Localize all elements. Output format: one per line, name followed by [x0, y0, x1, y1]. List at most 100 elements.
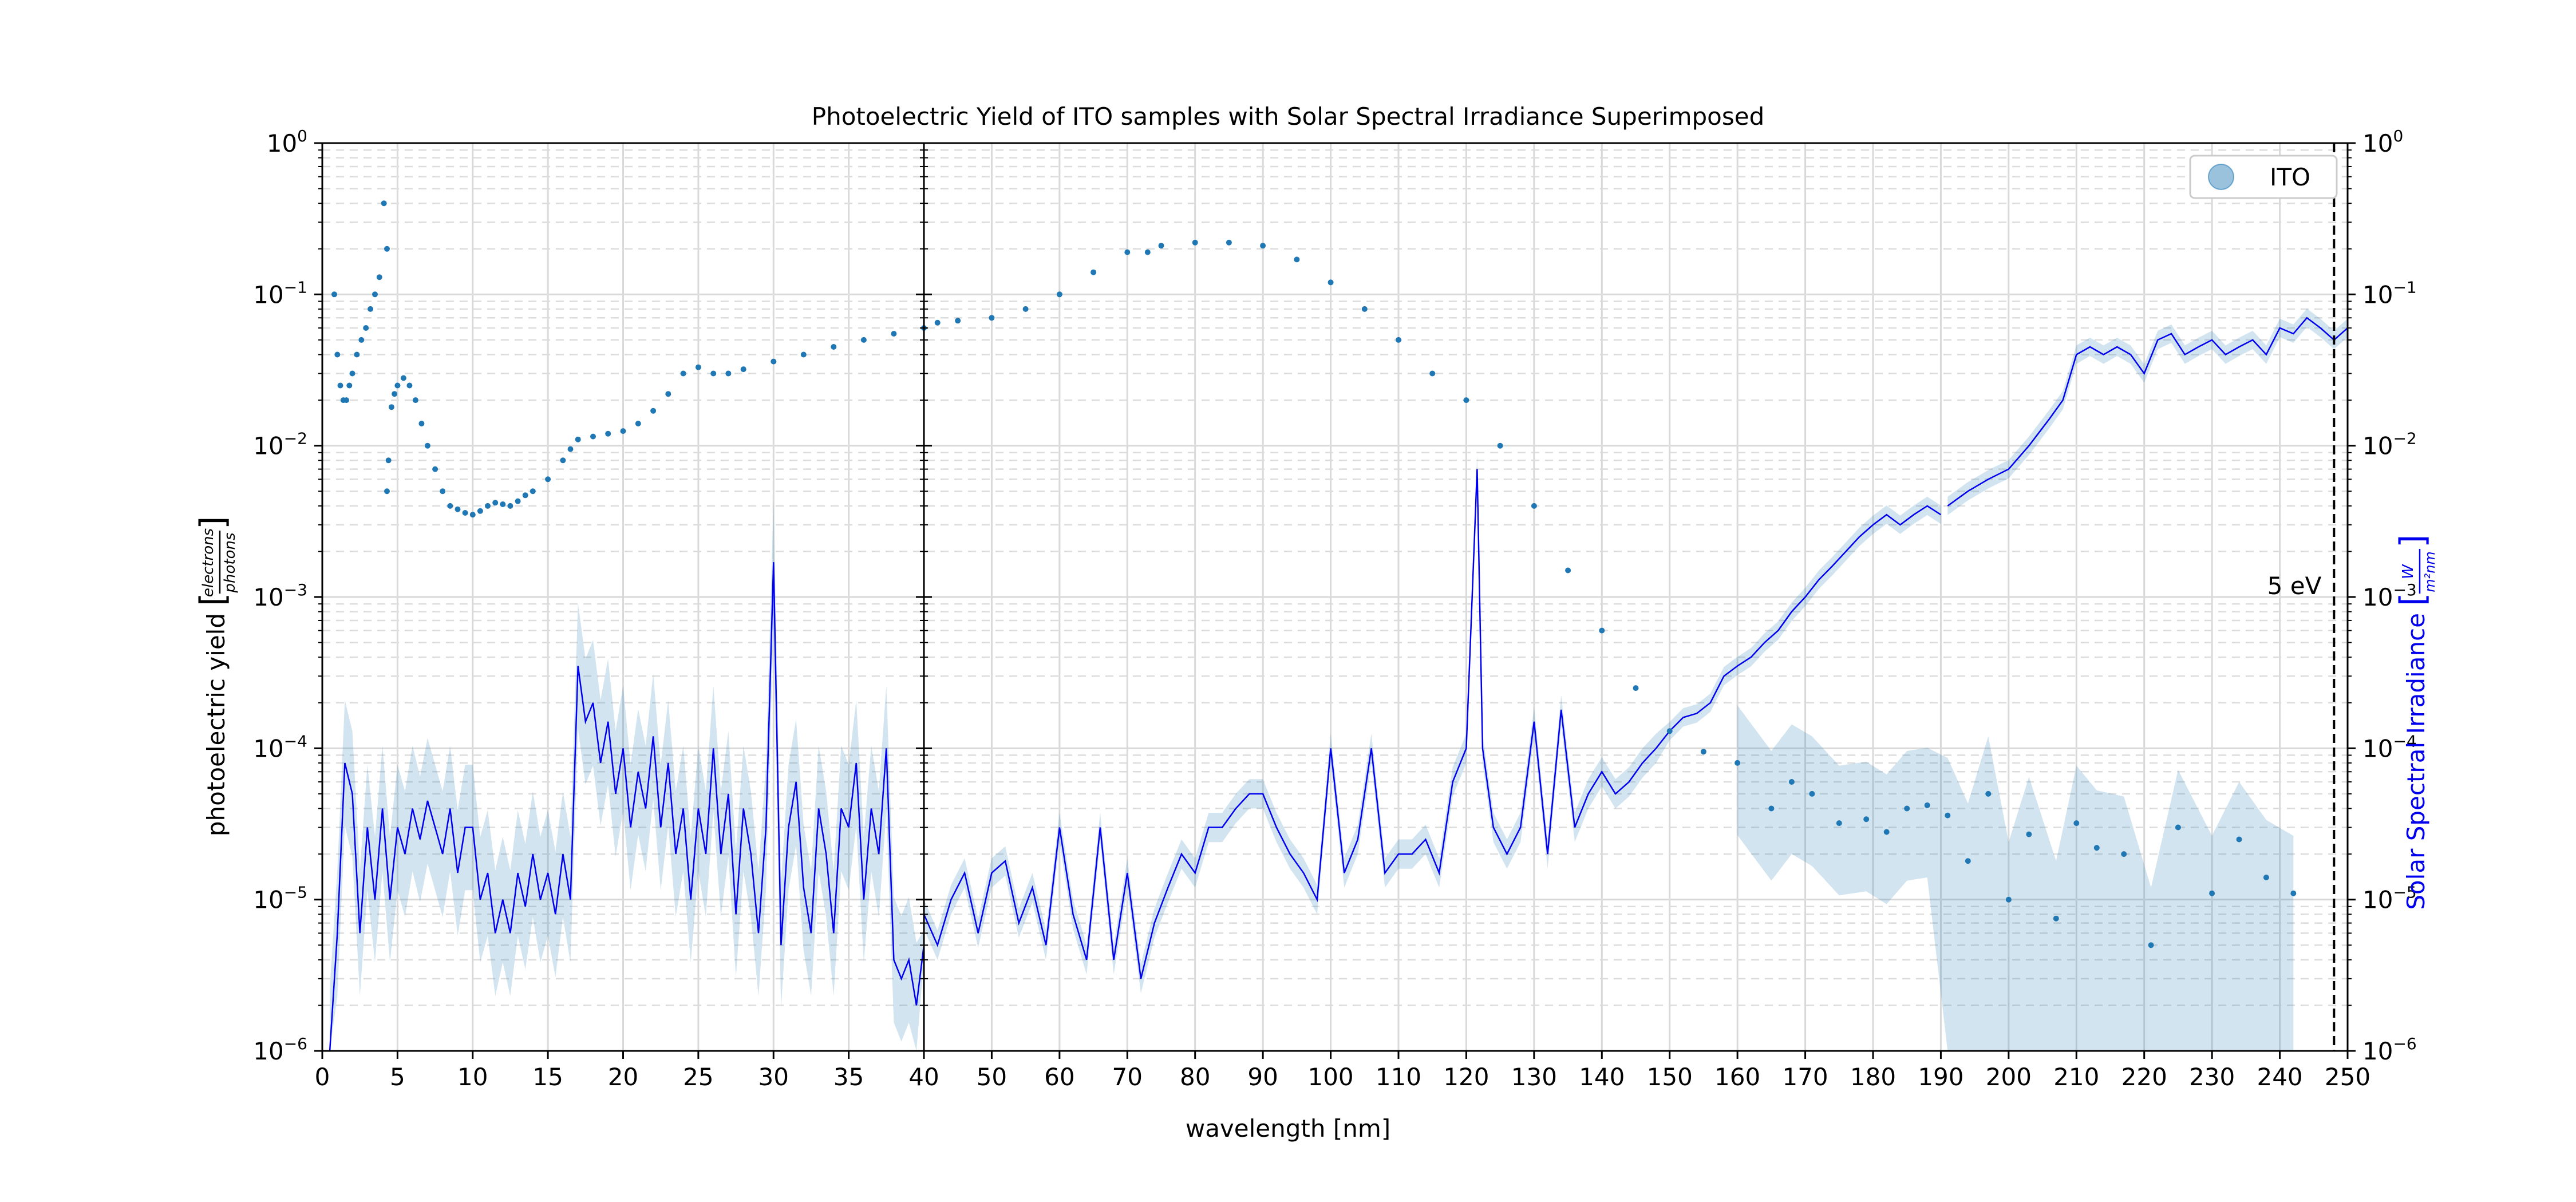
yield-point: [1361, 306, 1368, 312]
yield-point: [394, 382, 401, 389]
yield-point: [1985, 790, 1992, 797]
yield-point: [1056, 291, 1062, 298]
yield-point: [1735, 760, 1741, 766]
yield-point: [1863, 816, 1870, 823]
x-tick-label: 160: [1714, 1063, 1760, 1091]
x-tick-label: 80: [1180, 1063, 1210, 1091]
y-axis-label-denominator: photons: [222, 532, 239, 593]
y-tick-label: 10−1: [253, 278, 307, 309]
yield-point: [1599, 627, 1605, 634]
y2-tick-label: 10−3: [2362, 580, 2417, 611]
x-tick-label: 190: [1918, 1063, 1963, 1091]
yield-point: [349, 370, 355, 377]
yield-point: [1809, 790, 1815, 797]
x-tick-label: 25: [683, 1063, 713, 1091]
y2-axis-label-denominator: m²nm: [2422, 551, 2438, 592]
x-tick-label: 5: [390, 1063, 405, 1091]
yield-point: [392, 391, 398, 397]
yield-point: [2093, 845, 2100, 851]
yield-point: [891, 331, 897, 337]
chart-title: Photoelectric Yield of ITO samples with …: [812, 102, 1765, 131]
yield-point: [2073, 820, 2080, 827]
yield-point: [710, 370, 717, 377]
yield-point: [372, 291, 378, 298]
legend-label-ito: ITO: [2270, 163, 2310, 191]
yield-point: [381, 200, 387, 207]
y2-axis-label: Solar Spectral Irradiance [ W m²nm ]: [2393, 535, 2438, 910]
yield-point: [1768, 805, 1775, 812]
yield-point: [469, 512, 476, 518]
yield-point: [424, 442, 430, 449]
yield-point: [400, 375, 406, 381]
irradiance-line-2: [1947, 317, 2348, 507]
y-tick-label: 10−5: [253, 883, 307, 914]
x-tick-label: 230: [2189, 1063, 2235, 1091]
yield-point: [680, 370, 686, 377]
x-tick-label: 50: [977, 1063, 1007, 1091]
yield-point: [695, 364, 701, 370]
yield-point: [492, 500, 499, 506]
yield-point: [831, 344, 837, 350]
yield-point: [575, 436, 581, 442]
x-tick-label: 60: [1044, 1063, 1074, 1091]
yield-point: [1429, 370, 1436, 377]
y-axis-right: 100 10−1 10−2 10−3 10−4 10−5 10−6: [2348, 126, 2417, 1065]
yield-point: [1883, 829, 1890, 835]
yield-point: [500, 501, 506, 507]
yield-point: [1396, 337, 1401, 343]
irradiance-lines: [329, 317, 2348, 1051]
yield-point: [1463, 397, 1469, 404]
yield-points: [331, 200, 2297, 948]
y-axis-label-text: photoelectric yield: [202, 613, 230, 836]
yield-point: [343, 397, 349, 404]
yield-point: [462, 510, 468, 516]
x-tick-label: 15: [532, 1063, 563, 1091]
yield-point: [955, 318, 961, 324]
yield-point: [1836, 820, 1842, 827]
yield-point: [1965, 858, 1971, 864]
yield-point: [1226, 239, 1232, 246]
yield-point: [337, 382, 343, 389]
yield-point: [507, 503, 513, 509]
y2-tick-label: 10−5: [2362, 883, 2417, 914]
yield-point: [477, 508, 483, 514]
x-tick-label: 140: [1579, 1063, 1625, 1091]
yield-point: [1924, 802, 1930, 808]
yield-point: [665, 391, 671, 397]
yield-point: [1531, 503, 1537, 509]
x-tick-label: 100: [1307, 1063, 1353, 1091]
legend: ITO: [2189, 155, 2338, 199]
yield-point: [567, 446, 574, 452]
x-tick-label: 30: [758, 1063, 789, 1091]
yield-point: [522, 492, 528, 499]
y-tick-label: 10−6: [253, 1034, 307, 1065]
x-tick-label: 0: [315, 1063, 330, 1091]
yield-point: [368, 306, 374, 312]
yield-point: [560, 457, 566, 464]
yield-point: [334, 351, 341, 358]
x-tick-label: 90: [1247, 1063, 1278, 1091]
yield-point: [635, 421, 641, 426]
yield-point: [1788, 779, 1795, 785]
yield-point: [2263, 875, 2269, 880]
y-tick-label: 10−2: [253, 429, 307, 460]
x-tick-label: 120: [1443, 1063, 1489, 1091]
yield-point: [412, 397, 418, 404]
yield-point: [1633, 685, 1639, 691]
yield-point: [2148, 942, 2154, 948]
y2-tick-label: 10−4: [2362, 732, 2417, 762]
yield-point: [376, 274, 382, 280]
yield-point: [440, 488, 446, 495]
x-axis: 0 5 10 15 20 25 30 35 40 50 60 70 80 90 100 110 120 130 14…: [315, 1051, 2370, 1091]
y-tick-label: 10−3: [253, 580, 307, 611]
yield-point: [860, 337, 867, 343]
x-axis-label: wavelength [nm]: [1186, 1114, 1390, 1142]
x-tick-label: 40: [908, 1063, 939, 1091]
yield-point: [1091, 269, 1097, 275]
y2-axis-label-bracket-right: ]: [2393, 535, 2433, 548]
yield-point: [1144, 249, 1151, 255]
yield-point: [650, 408, 657, 414]
yield-point: [2209, 890, 2215, 896]
five-ev-label: 5 eV: [2267, 572, 2322, 600]
